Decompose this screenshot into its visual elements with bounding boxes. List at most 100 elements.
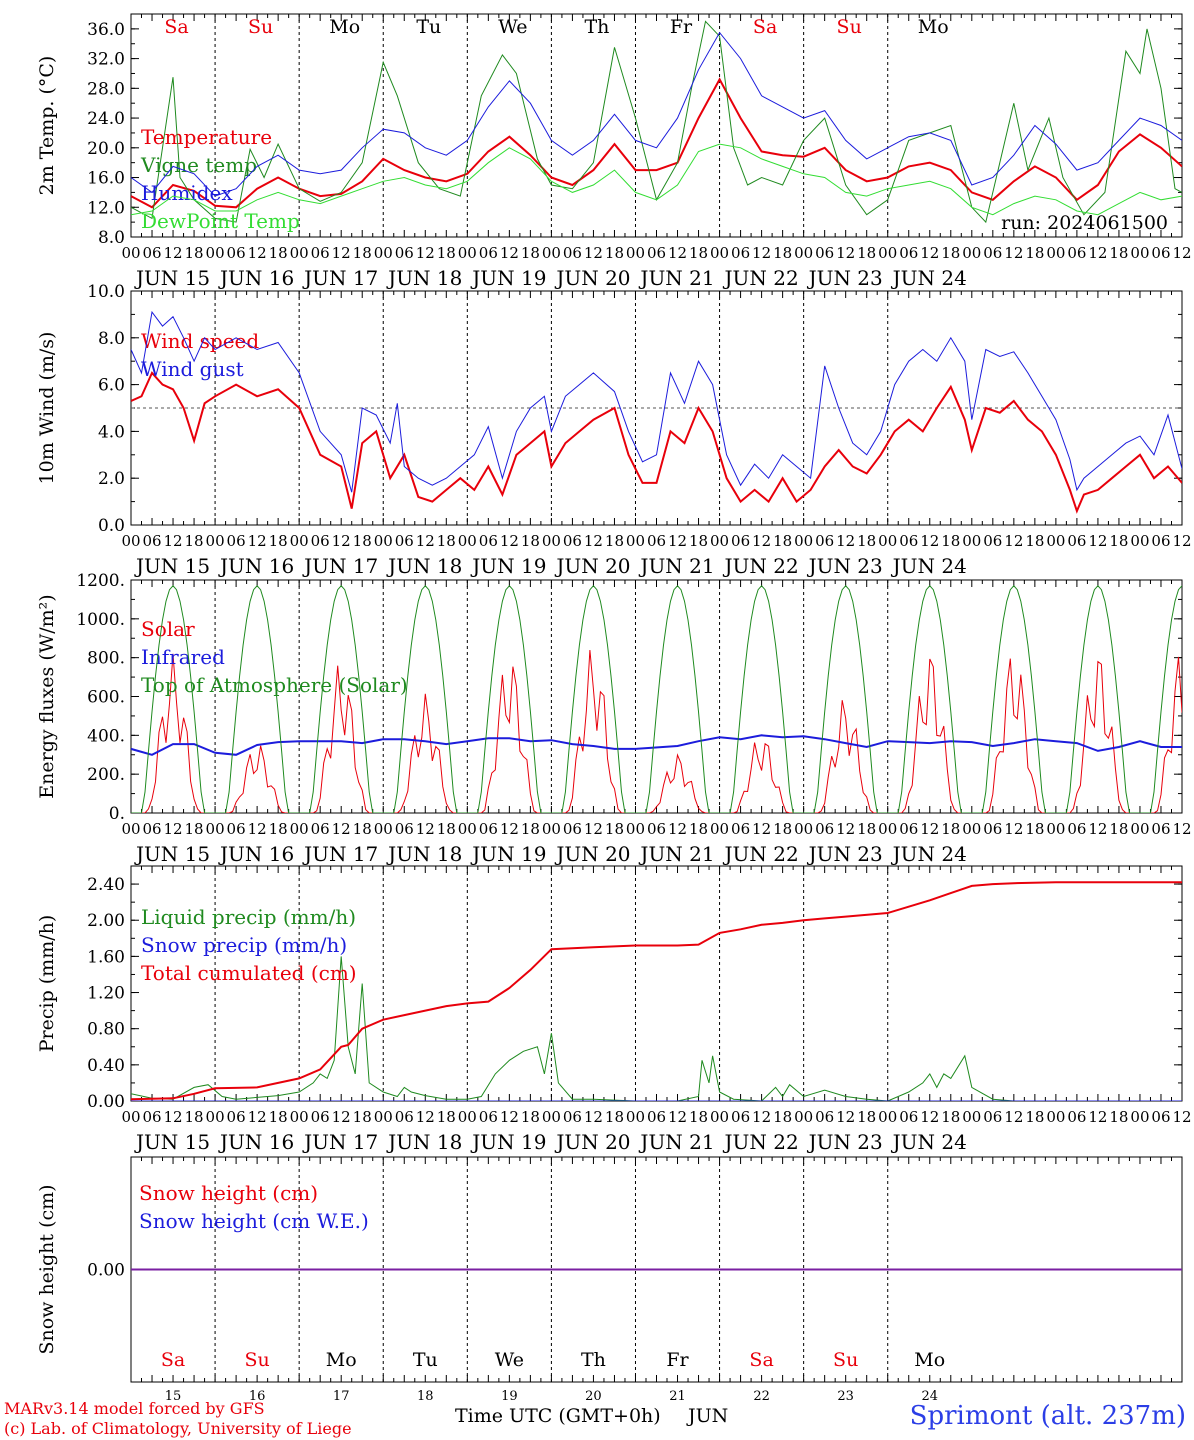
y-tick-label: 6.0 [98,376,125,396]
series-line-wind-speed [131,371,1182,514]
weekday-label: Su [837,16,862,38]
hour-tick-label: 18 [857,1108,876,1126]
hour-tick-label: 06 [899,244,918,262]
hour-tick-label: 00 [878,532,897,550]
hour-tick-label: 12 [332,820,351,838]
legend-entry: Wind speed [141,329,259,353]
hour-tick-label: 00 [458,1108,477,1126]
panel-energy: 0. 200. 400. 600. 800. 1000. 1200. Energy fluxe… [36,571,1192,866]
date-label: JUN 20 [554,266,630,290]
date-label: JUN 17 [302,554,378,578]
day-number-label: 16 [249,1389,266,1404]
hour-tick-label: 00 [878,820,897,838]
hour-tick-label: 12 [836,820,855,838]
hour-tick-label: 00 [121,532,140,550]
legend-entry: Snow precip (mm/h) [141,933,347,957]
y-tick-label: 0. [109,804,125,824]
y-tick-label: 36.0 [87,20,125,40]
hour-tick-label: 12 [752,820,771,838]
hour-tick-label: 18 [689,820,708,838]
hour-tick-label: 00 [542,244,561,262]
weekday-label: Sa [161,1349,185,1371]
y-axis-label: Precip (mm/h) [36,915,58,1053]
hour-tick-label: 00 [121,1108,140,1126]
hour-tick-label: 18 [773,532,792,550]
hour-tick-label: 12 [1172,532,1191,550]
hour-tick-label: 06 [563,820,582,838]
series-line-vigne-temp [131,20,1182,224]
day-number-label: 18 [417,1389,434,1404]
panel-temperature: 8.0 12.0 16.0 20.0 24.0 28.0 32.0 36.0 2m Temp. … [36,13,1192,290]
hour-tick-label: 18 [1025,1108,1044,1126]
hour-tick-label: 00 [962,244,981,262]
hour-tick-label: 18 [605,532,624,550]
date-label: JUN 15 [134,842,210,866]
date-label: JUN 24 [891,554,967,578]
hour-tick-label: 06 [227,820,246,838]
hour-tick-label: 06 [142,1108,161,1126]
hour-tick-label: 12 [1088,820,1107,838]
weekday-label: Th [581,1349,606,1371]
hour-tick-label: 12 [248,820,267,838]
credit-line-1: MARv3.14 model forced by GFS [4,1399,265,1418]
hour-tick-label: 06 [647,532,666,550]
panel-precip: 0.00 0.40 0.80 1.20 1.60 2.00 2.40 Precip (mm/h… [36,865,1192,1154]
y-tick-label: 1.60 [87,947,125,967]
legend-entry: DewPoint Temp [141,209,300,233]
day-number-label: 22 [753,1389,770,1404]
date-label: JUN 22 [723,554,799,578]
hour-tick-label: 18 [1025,244,1044,262]
hour-tick-label: 00 [1130,532,1149,550]
date-label: JUN 16 [218,1130,294,1154]
hour-tick-label: 12 [332,532,351,550]
date-label: JUN 15 [134,266,210,290]
hour-tick-label: 18 [1025,532,1044,550]
hour-tick-label: 12 [1172,244,1191,262]
date-label: JUN 16 [218,554,294,578]
hour-tick-label: 12 [920,1108,939,1126]
y-axis-label: 2m Temp. (°C) [36,56,58,196]
day-number-label: 23 [837,1389,854,1404]
hour-tick-label: 12 [584,532,603,550]
hour-tick-label: 06 [142,820,161,838]
hour-tick-label: 12 [836,532,855,550]
hour-tick-label: 12 [248,244,267,262]
hour-tick-label: 12 [1004,532,1023,550]
hour-tick-label: 18 [521,244,540,262]
legend-entry: Humidex [141,181,233,205]
hour-tick-label: 18 [269,820,288,838]
hour-tick-label: 06 [815,1108,834,1126]
hour-tick-label: 12 [1172,1108,1191,1126]
hour-tick-label: 18 [437,820,456,838]
y-tick-label: 400. [87,726,125,746]
legend-entry: Solar [141,617,195,641]
date-label: JUN 20 [554,842,630,866]
date-label: JUN 21 [638,554,714,578]
hour-tick-label: 00 [626,244,645,262]
hour-tick-label: 06 [479,1108,498,1126]
y-axis-label: 10m Wind (m/s) [36,332,58,485]
panel-snow: 0.00 Snow height (cm) Snow height (cm) Snow… [36,1156,1183,1404]
hour-tick-label: 00 [710,1108,729,1126]
y-tick-label: 2.40 [87,875,125,895]
hour-tick-label: 06 [647,244,666,262]
hour-tick-label: 06 [311,1108,330,1126]
hour-tick-label: 18 [941,244,960,262]
hour-tick-label: 00 [626,1108,645,1126]
y-tick-label: 200. [87,765,125,785]
date-label: JUN 17 [302,266,378,290]
hour-tick-label: 00 [1130,820,1149,838]
hour-tick-label: 06 [983,532,1002,550]
day-number-label: 17 [333,1389,350,1404]
date-label: JUN 24 [891,266,967,290]
hour-tick-label: 06 [479,244,498,262]
hour-tick-label: 12 [920,244,939,262]
hour-tick-label: 00 [374,820,393,838]
weekday-label: Fr [666,1349,689,1371]
hour-tick-label: 00 [962,1108,981,1126]
hour-tick-label: 12 [1004,244,1023,262]
hour-tick-label: 12 [248,532,267,550]
hour-tick-label: 00 [290,244,309,262]
hour-tick-label: 18 [773,244,792,262]
hour-tick-label: 06 [563,532,582,550]
